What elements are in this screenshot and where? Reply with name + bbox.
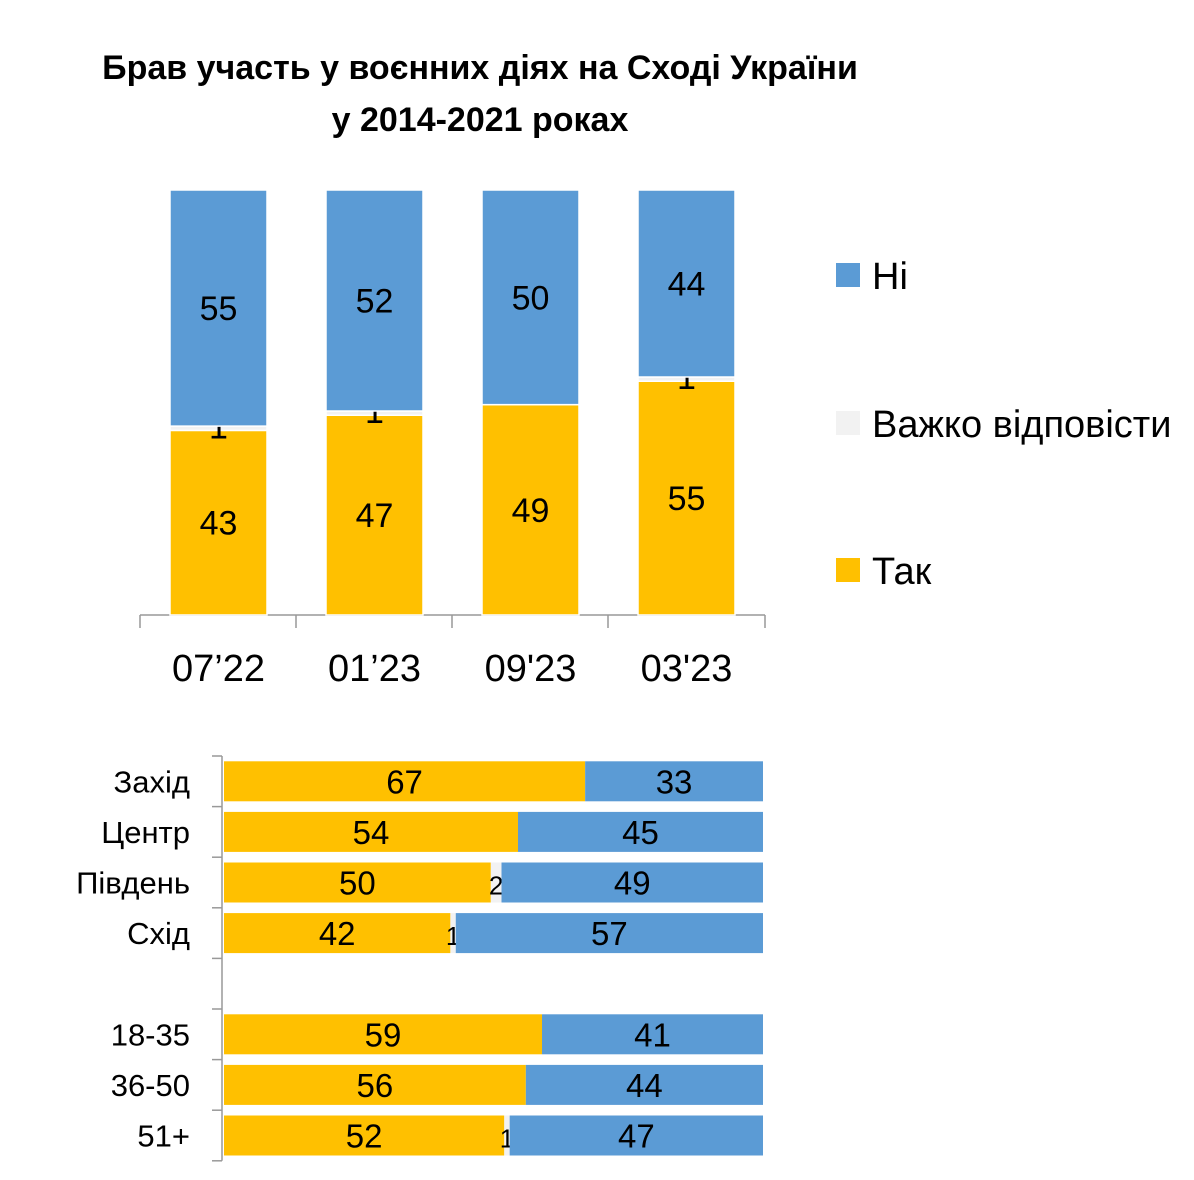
bar-yes [224, 811, 518, 852]
data-label: 47 [356, 497, 394, 535]
data-label: 49 [512, 492, 550, 530]
bar-yes [637, 380, 736, 616]
x-tick-label: 03'23 [641, 648, 733, 690]
y-tick-label: Південь [76, 866, 190, 901]
y-tick-label: 36-50 [111, 1068, 190, 1103]
data-label: 45 [622, 814, 659, 851]
bar-no [169, 189, 268, 427]
bar-yes [224, 761, 586, 802]
bar-no [509, 1115, 763, 1156]
bar-no [518, 811, 763, 852]
legend-swatch [836, 558, 860, 582]
bar-yes [481, 403, 580, 616]
data-label: 54 [353, 814, 390, 851]
x-tick-label: 01’23 [328, 648, 421, 690]
x-tick-label: 07’22 [172, 648, 265, 690]
bar-no [501, 862, 763, 903]
data-label: 43 [200, 505, 238, 543]
bar-hard [504, 1115, 510, 1156]
data-label: 52 [346, 1118, 383, 1155]
bar-yes [224, 913, 451, 954]
data-label: 55 [200, 290, 238, 328]
data-label: 42 [319, 915, 356, 952]
y-tick-label: Центр [101, 815, 190, 850]
data-label: 50 [512, 279, 550, 317]
bar-no [481, 189, 580, 406]
legend-label: Ні [872, 256, 908, 298]
data-label: 44 [668, 266, 706, 304]
data-label: 2 [489, 871, 503, 901]
data-label: 52 [356, 283, 394, 321]
bar-hard [450, 913, 456, 954]
bar-no [525, 1064, 763, 1105]
data-label: 41 [634, 1016, 671, 1053]
chart-title-line-1: Брав участь у воєнних діях на Сході Укра… [102, 49, 858, 87]
bar-yes [224, 1064, 526, 1105]
chart-title-line-2: у 2014-2021 роках [331, 101, 629, 139]
bar-no [585, 761, 763, 802]
bar-yes [224, 862, 491, 903]
data-label: 50 [339, 865, 376, 902]
y-tick-label: 51+ [137, 1119, 190, 1154]
data-label: 49 [614, 865, 651, 902]
bar-no [637, 189, 736, 378]
legend-swatch [836, 411, 860, 435]
data-label: 44 [626, 1067, 663, 1104]
x-tick-label: 09'23 [485, 648, 577, 690]
bar-hard [490, 862, 502, 903]
data-label: 56 [357, 1067, 394, 1104]
data-label: 57 [591, 915, 628, 952]
legend-label: Так [872, 551, 932, 593]
y-tick-label: 18-35 [111, 1017, 190, 1052]
data-label: 33 [656, 763, 693, 800]
bar-yes [224, 1115, 505, 1156]
data-label: 59 [365, 1016, 402, 1053]
legend-swatch [836, 263, 860, 287]
data-label: 67 [386, 763, 423, 800]
chart-title: Брав участь у воєнних діях на Сході Укра… [40, 42, 920, 146]
data-label: 55 [668, 480, 706, 518]
y-tick-label: Схід [127, 916, 190, 951]
bar-no [542, 1014, 763, 1055]
bar-yes [169, 429, 268, 616]
y-tick-label: Захід [114, 764, 190, 799]
legend-label: Важко відповісти [872, 404, 1171, 446]
bar-no [325, 189, 424, 412]
bar-no [455, 913, 763, 954]
data-label: 47 [618, 1118, 655, 1155]
bar-yes [224, 1014, 543, 1055]
